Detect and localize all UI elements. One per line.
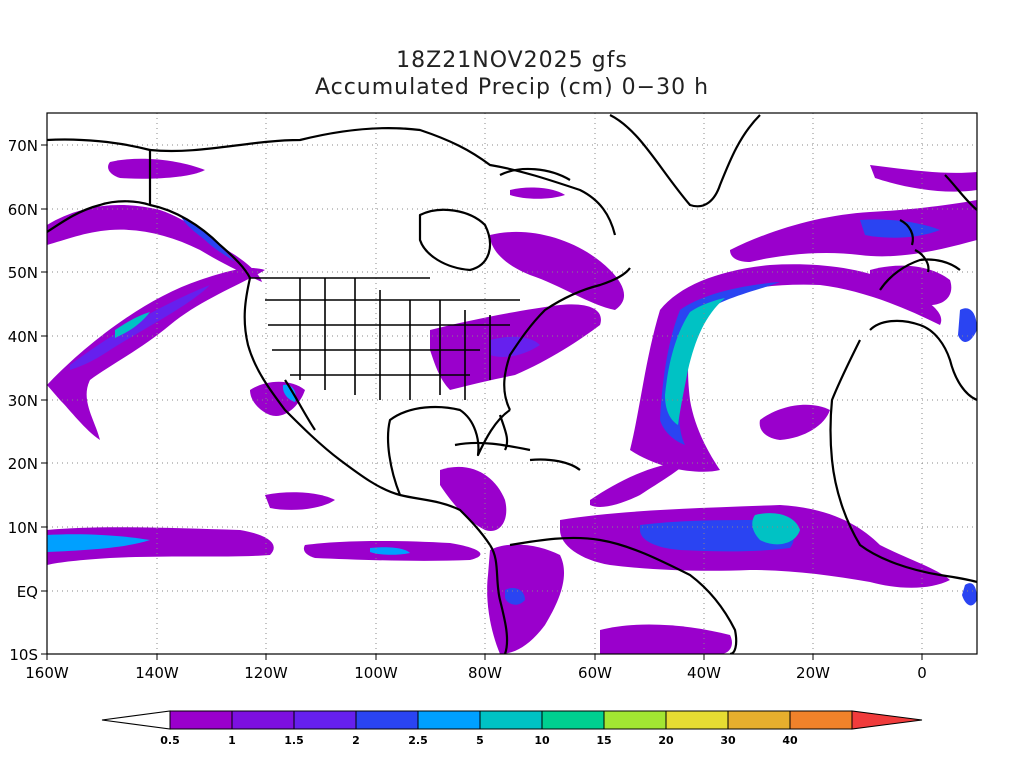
precip-europe	[870, 265, 952, 305]
lat-label: 50N	[8, 264, 38, 282]
precip-south-america	[487, 544, 565, 654]
lat-label: 60N	[8, 201, 38, 219]
precip-itcz-atlantic-max	[752, 513, 800, 545]
lat-label: 40N	[8, 328, 38, 346]
map-title: 18Z21NOV2025 gfs	[396, 48, 628, 73]
colorbar-under-triangle	[101, 710, 171, 730]
colorbar-label: 20	[658, 734, 674, 747]
precip-itcz-pacific-east-core	[370, 547, 410, 555]
lat-label: 70N	[8, 137, 38, 155]
precip-alaska-coast	[180, 215, 235, 262]
precip-atlantic-band	[630, 264, 942, 472]
colorbar-label: 30	[720, 734, 736, 747]
lon-label: 0	[917, 664, 927, 682]
map-subtitle: Accumulated Precip (cm) 0−30 h	[314, 75, 710, 100]
precip-alaska	[47, 205, 262, 282]
precip-norway	[870, 165, 977, 192]
lon-label: 40W	[687, 664, 721, 682]
colorbar-label: 0.5	[160, 734, 180, 747]
colorbar-label: 40	[782, 734, 798, 747]
lon-label: 140W	[135, 664, 179, 682]
precip-newfoundland	[510, 187, 565, 199]
state-borders	[250, 277, 520, 400]
colorbar-swatch	[789, 710, 853, 730]
colorbar-label: 1.5	[284, 734, 304, 747]
lat-label: 20N	[8, 455, 38, 473]
precip-europe-east	[958, 308, 977, 342]
lat-label: 30N	[8, 392, 38, 410]
precip-ne-pacific-max	[115, 312, 150, 338]
precip-itcz-pacific-core	[47, 534, 150, 552]
colorbar-over-triangle	[851, 710, 923, 730]
precip-amazon	[600, 624, 732, 654]
colorbar-swatch	[727, 710, 791, 730]
lon-label: 80W	[468, 664, 502, 682]
lat-label: 10S	[9, 646, 38, 664]
precip-eastern-canada	[490, 231, 625, 310]
lon-labels: 160W 140W 120W 100W 80W 60W 40W 20W 0	[25, 664, 927, 682]
graticule	[47, 113, 977, 654]
colorbar-swatch	[603, 710, 667, 730]
precip-canary	[759, 404, 830, 440]
precip-gulf-guinea	[962, 583, 977, 606]
colorbar-label: 10	[534, 734, 550, 747]
colorbar-swatch	[417, 710, 481, 730]
lat-label: EQ	[17, 583, 38, 601]
precip-pacific-scatter	[265, 492, 335, 510]
precip-california-core	[282, 384, 296, 402]
colorbar-label: 1	[228, 734, 236, 747]
precip-central-america	[440, 466, 507, 531]
axis-ticks	[41, 144, 923, 660]
colorbar: 0.5 1 1.5 2 2.5 5 10 15 20 30 40	[101, 710, 923, 747]
colorbar-swatch	[665, 710, 729, 730]
lon-label: 100W	[354, 664, 398, 682]
colorbar-swatch	[293, 710, 357, 730]
colorbar-label: 2	[352, 734, 360, 747]
map-frame	[46, 112, 978, 655]
colorbar-swatch	[479, 710, 543, 730]
precip-fields	[47, 158, 977, 654]
precip-atlantic-tail	[590, 460, 690, 507]
lon-label: 160W	[25, 664, 69, 682]
precip-ne-pacific-band	[47, 268, 265, 440]
colorbar-swatch	[355, 710, 419, 730]
lon-label: 60W	[578, 664, 612, 682]
precip-north-atlantic-core	[860, 219, 940, 238]
lat-label: 10N	[8, 519, 38, 537]
colorbar-label: 15	[596, 734, 611, 747]
precip-north-atlantic	[730, 200, 977, 262]
precip-south-america-core	[505, 588, 525, 605]
colorbar-swatch	[541, 710, 605, 730]
lat-labels: 70N 60N 50N 40N 30N 20N 10N EQ 10S	[8, 137, 38, 664]
colorbar-label: 2.5	[408, 734, 428, 747]
colorbar-swatch	[169, 710, 233, 730]
coastlines	[47, 114, 977, 654]
precip-atlantic-max	[665, 298, 725, 425]
precip-ne-pacific-core	[70, 285, 210, 370]
lon-label: 120W	[244, 664, 288, 682]
colorbar-label: 5	[476, 734, 484, 747]
lon-label: 20W	[796, 664, 830, 682]
colorbar-swatch	[231, 710, 295, 730]
